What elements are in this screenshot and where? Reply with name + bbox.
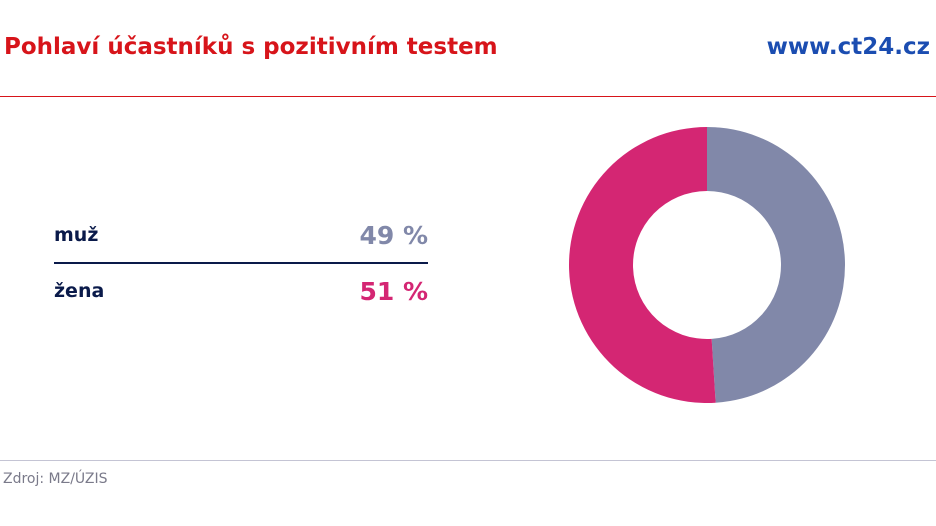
- footer-divider: [0, 460, 936, 461]
- legend-row-muz: muž 49 %: [54, 208, 428, 264]
- legend-row-zena: žena 51 %: [54, 264, 428, 318]
- site-url[interactable]: www.ct24.cz: [766, 34, 930, 60]
- legend-value-muz: 49 %: [359, 220, 428, 250]
- legend: muž 49 % žena 51 %: [54, 208, 428, 318]
- donut-slice-zena: [568, 127, 716, 404]
- donut-chart: [568, 127, 845, 404]
- chart-title: Pohlaví účastníků s pozitivním testem: [4, 34, 498, 60]
- legend-value-zena: 51 %: [359, 276, 428, 306]
- legend-label-muz: muž: [54, 224, 99, 246]
- donut-slice-muz: [707, 127, 845, 403]
- header-divider: [0, 96, 936, 97]
- source-note: Zdroj: MZ/ÚZIS: [3, 471, 108, 487]
- legend-label-zena: žena: [54, 280, 105, 302]
